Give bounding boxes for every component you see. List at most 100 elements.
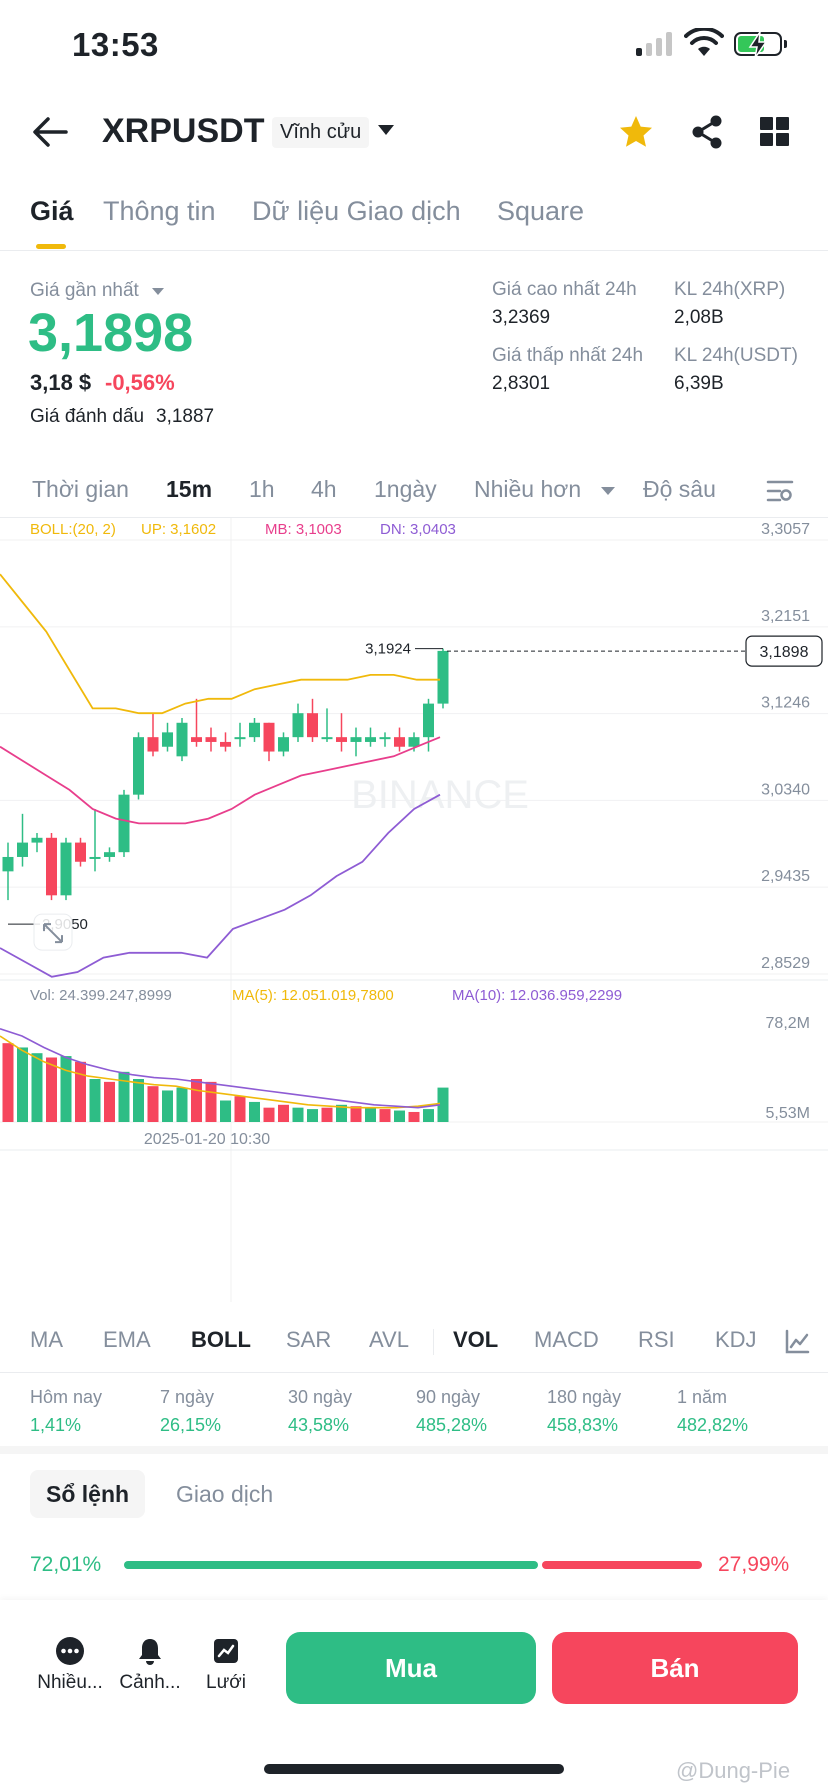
interval-time[interactable]: Thời gian [32,476,129,502]
indicator-ma[interactable]: MA [30,1327,63,1352]
candle-body [292,713,304,738]
grid-icon[interactable] [760,117,790,147]
chart-canvas[interactable]: 3,30573,21513,12463,03402,94352,8529BINA… [0,518,828,1302]
indicator-vol[interactable]: VOL [453,1327,499,1352]
interval-more[interactable]: Nhiều hơn [474,476,582,502]
ma10-line [0,1028,441,1109]
candle-body [307,713,318,738]
last-price: 3,1898 [28,303,194,363]
volume-bar [147,1086,159,1122]
perf-7d-label: 7 ngày [160,1387,215,1407]
divider [0,1372,828,1373]
sell-button[interactable]: Bán [552,1632,798,1704]
indicator-kdj[interactable]: KDJ [715,1327,757,1352]
chevron-down-icon[interactable] [378,125,394,135]
ma5-line [0,1035,441,1109]
volume-bar [336,1104,347,1122]
vol-xrp-value: 2,08B [674,307,724,328]
wifi-icon [684,28,724,56]
indicator-macd[interactable]: MACD [534,1327,599,1352]
perf-1y-label: 1 năm [677,1387,728,1407]
expand-arrows-icon [43,923,63,944]
indicator-sar[interactable]: SAR [286,1327,332,1352]
last-price-label[interactable]: Giá gần nhất [30,280,139,301]
caret-down-icon[interactable] [152,288,164,295]
perf-1y-value: 482,82% [677,1415,749,1435]
indicator-avl[interactable]: AVL [369,1327,409,1352]
tab-price[interactable]: Giá [30,196,74,226]
high-24h-label: Giá cao nhất 24h [492,279,637,300]
chart-settings-icon[interactable] [766,478,794,504]
volume-bar [292,1107,304,1122]
chart-style-icon[interactable] [784,1329,810,1355]
low-24h-label: Giá thấp nhất 24h [492,345,644,366]
volume-tick-label: 78,2M [766,1015,810,1032]
interval-bar: Thời gian 15m 1h 4h 1ngày Nhiều hơn Độ s… [0,476,828,516]
volume-bar [75,1061,86,1122]
candle-body [118,794,130,853]
perf-30d-value: 43,58% [288,1415,350,1435]
mark-price-label: Giá đánh dấu [30,406,145,427]
candle-body [75,842,86,862]
volume-bar [423,1109,434,1122]
candle-body [408,737,420,747]
ma10-label: MA(10): 12.036.959,2299 [452,987,622,1004]
candle-body [147,737,159,752]
perf-90d-label: 90 ngày [416,1387,481,1407]
boll-dn-label: DN: 3,0403 [380,521,456,538]
indicator-boll[interactable]: BOLL [191,1327,251,1352]
pair-title[interactable]: XRPUSDT [102,112,265,150]
tab-trading-data[interactable]: Dữ liệu Giao dịch [252,196,461,226]
indicator-ema[interactable]: EMA [103,1327,151,1352]
price-chart[interactable]: 3,3057 3,2151 3,1246 3,0340 2,9435 2,8529 BINA… [0,518,828,1302]
candle-body [176,722,188,757]
tab-square[interactable]: Square [497,196,585,226]
active-tab-indicator [36,244,66,249]
chevron-down-icon[interactable] [601,487,615,495]
interval-15m[interactable]: 15m [166,476,213,502]
volume-bar [437,1087,449,1122]
grid-trading-button[interactable]: Lưới [186,1636,266,1694]
alert-button[interactable]: Cảnh... [110,1636,190,1694]
candle-body [89,856,101,859]
candle-body [423,703,434,738]
volume-label: Vol: 24.399.247,8999 [30,987,172,1004]
tab-orderbook[interactable]: Sổ lệnh [30,1470,146,1518]
perf-180d-value: 458,83% [547,1415,619,1435]
tab-trades[interactable]: Giao dịch [176,1481,274,1507]
bell-icon [139,1639,161,1665]
candle-body [365,737,376,742]
sell-ratio: 27,99% [718,1553,790,1576]
volume-bar [46,1057,57,1122]
volume-bar [365,1107,376,1122]
back-arrow-icon[interactable] [30,114,70,150]
indicator-rsi[interactable]: RSI [638,1327,675,1352]
vol-usdt-value: 6,39B [674,373,724,394]
star-icon[interactable] [618,114,654,150]
boll-mb-label: MB: 3,1003 [265,521,342,538]
indicator-bar: MA EMA BOLL SAR AVL VOL MACD RSI KDJ [0,1327,828,1367]
interval-1h[interactable]: 1h [249,476,275,502]
mark-price-value: 3,1887 [156,406,215,427]
volume-bar [220,1100,231,1122]
candle-body [162,732,173,747]
battery-icon [734,31,787,59]
more-button[interactable]: Nhiều... [30,1636,110,1694]
tab-info[interactable]: Thông tin [103,196,216,226]
volume-bar [162,1090,173,1122]
interval-4h[interactable]: 4h [311,476,337,502]
perf-today-value: 1,41% [30,1415,82,1435]
share-icon[interactable] [690,114,724,150]
high-24h-value: 3,2369 [492,307,551,328]
contract-type-badge[interactable]: Vĩnh cửu [272,117,370,148]
depth-tab[interactable]: Độ sâu [643,476,716,502]
interval-1day[interactable]: 1ngày [374,476,437,502]
buy-button[interactable]: Mua [286,1632,536,1704]
home-indicator[interactable] [264,1764,564,1774]
candle-body [263,722,275,752]
candle-body [321,737,333,740]
section-divider [0,1446,828,1454]
candle-body [394,737,405,747]
more-label: Nhiều... [37,1672,103,1693]
current-price-tag [745,635,823,667]
